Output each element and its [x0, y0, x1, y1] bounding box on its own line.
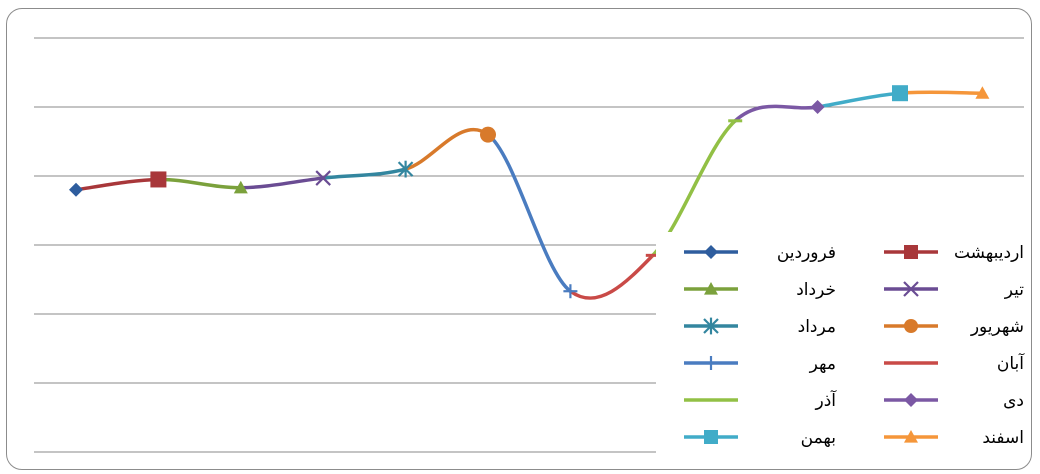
legend-item-11: بهمن	[684, 428, 836, 448]
series-markers	[69, 85, 990, 299]
legend-swatch-marker	[704, 430, 718, 444]
legend-label: تیر	[1004, 280, 1025, 300]
legend-swatch-marker	[904, 319, 918, 333]
series-line-9	[733, 104, 820, 123]
legend-label: اسفند	[982, 428, 1024, 448]
legend-item-1: فروردین	[684, 243, 836, 263]
legend-label: بهمن	[801, 428, 836, 448]
legend-label: دی	[1003, 391, 1024, 411]
legend-swatch-marker	[703, 317, 719, 335]
legend-label: آذر	[814, 389, 837, 411]
series-line-2	[156, 177, 243, 190]
series-line-7	[568, 253, 655, 300]
legend-label: آبان	[997, 352, 1025, 374]
series-line-5	[403, 127, 490, 171]
series-line-3	[239, 176, 325, 190]
legend-label: خرداد	[796, 280, 836, 300]
legend-item-8: آبان	[884, 352, 1025, 374]
series-line-10	[815, 91, 902, 109]
legend-label: مرداد	[798, 317, 836, 337]
legend-background	[656, 232, 1024, 456]
legend-item-7: مهر	[684, 354, 836, 374]
legend-item-10: دی	[884, 391, 1024, 411]
series-line-4	[321, 167, 408, 180]
legend-item-2: اردیبهشت	[884, 243, 1024, 263]
legend-swatch-marker	[904, 393, 918, 407]
data-point-4	[315, 170, 331, 186]
data-point-11	[892, 85, 908, 102]
legend-item-3: خرداد	[684, 280, 836, 300]
legend-item-4: تیر	[884, 280, 1024, 300]
data-point-12	[975, 86, 990, 99]
data-point-10	[810, 100, 825, 114]
legend-label: شهریور	[970, 317, 1024, 337]
legend-swatch-marker	[704, 245, 718, 259]
legend-item-6: شهریور	[884, 317, 1024, 337]
legend-swatch-marker	[704, 356, 718, 370]
legend-item-5: مرداد	[684, 317, 836, 337]
legend-swatch-marker	[904, 430, 918, 443]
legend-swatch-marker	[904, 245, 918, 259]
data-point-3	[233, 180, 248, 194]
legend-label: فروردین	[777, 243, 836, 263]
data-point-5	[397, 160, 414, 178]
legend-item-9: آذر	[684, 389, 837, 411]
data-point-2	[150, 171, 167, 188]
legend-item-12: اسفند	[884, 428, 1024, 448]
legend: فروردین اردیبهشت خرداد تیر مرداد شهریور مهر آبا…	[656, 232, 1025, 456]
series-segments	[74, 90, 985, 300]
legend-label: اردیبهشت	[954, 243, 1024, 263]
legend-swatch-marker	[704, 282, 718, 295]
legend-swatch-marker	[903, 281, 919, 297]
series-line-1	[74, 177, 161, 192]
data-point-6	[480, 126, 496, 143]
data-point-7	[563, 284, 578, 299]
series-line-6	[486, 132, 573, 293]
series-line-11	[898, 90, 985, 95]
legend-label: مهر	[809, 354, 836, 374]
data-point-1	[69, 182, 83, 197]
